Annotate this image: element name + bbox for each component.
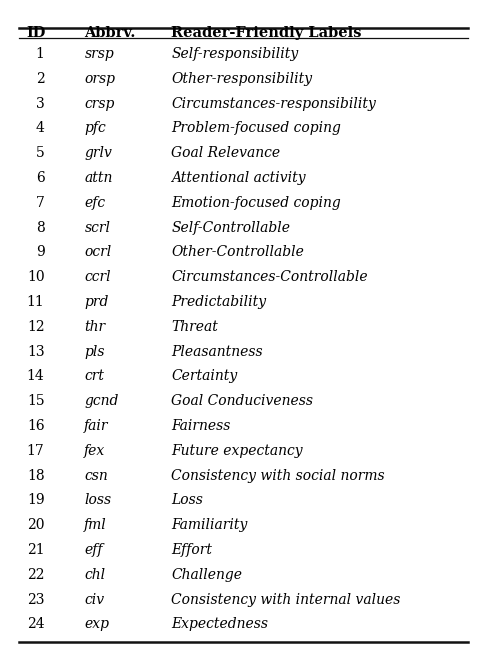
Text: Loss: Loss [171,493,203,507]
Text: Problem-focused coping: Problem-focused coping [171,122,341,135]
Text: 11: 11 [27,295,44,309]
Text: Effort: Effort [171,543,212,557]
Text: Abbrv.: Abbrv. [84,26,136,40]
Text: 13: 13 [27,345,44,359]
Text: thr: thr [84,320,106,334]
Text: Goal Relevance: Goal Relevance [171,146,280,160]
Text: prd: prd [84,295,109,309]
Text: Challenge: Challenge [171,568,242,582]
Text: 17: 17 [27,444,44,458]
Text: orsp: orsp [84,72,115,86]
Text: ccrl: ccrl [84,270,111,284]
Text: 6: 6 [36,171,44,185]
Text: fex: fex [84,444,106,458]
Text: loss: loss [84,493,111,507]
Text: chl: chl [84,568,106,582]
Text: 2: 2 [36,72,44,86]
Text: Expectedness: Expectedness [171,618,268,632]
Text: 24: 24 [27,618,44,632]
Text: 19: 19 [27,493,44,507]
Text: ID: ID [27,26,46,40]
Text: 4: 4 [36,122,44,135]
Text: Certainty: Certainty [171,370,237,384]
Text: srsp: srsp [84,47,114,61]
Text: scrl: scrl [84,220,110,235]
Text: Fairness: Fairness [171,419,230,433]
Text: Future expectancy: Future expectancy [171,444,303,458]
Text: Pleasantness: Pleasantness [171,345,263,359]
Text: 8: 8 [36,220,44,235]
Text: 9: 9 [36,245,44,259]
Text: crt: crt [84,370,104,384]
Text: fml: fml [84,518,107,532]
Text: csn: csn [84,468,108,482]
Text: 12: 12 [27,320,44,334]
Text: gcnd: gcnd [84,394,119,408]
Text: 3: 3 [36,97,44,111]
Text: 5: 5 [36,146,44,160]
Text: 18: 18 [27,468,44,482]
Text: fair: fair [84,419,109,433]
Text: 14: 14 [27,370,44,384]
Text: Other-Controllable: Other-Controllable [171,245,304,259]
Text: pfc: pfc [84,122,106,135]
Text: exp: exp [84,618,109,632]
Text: eff: eff [84,543,103,557]
Text: 10: 10 [27,270,44,284]
Text: Goal Conduciveness: Goal Conduciveness [171,394,313,408]
Text: 1: 1 [36,47,44,61]
Text: Attentional activity: Attentional activity [171,171,306,185]
Text: grlv: grlv [84,146,112,160]
Text: 16: 16 [27,419,44,433]
Text: Reader-Friendly Labels: Reader-Friendly Labels [171,26,362,40]
Text: Self-Controllable: Self-Controllable [171,220,290,235]
Text: 7: 7 [36,196,44,210]
Text: Circumstances-responsibility: Circumstances-responsibility [171,97,376,111]
Text: Consistency with internal values: Consistency with internal values [171,593,401,607]
Text: Threat: Threat [171,320,218,334]
Text: 21: 21 [27,543,44,557]
Text: Other-responsibility: Other-responsibility [171,72,312,86]
Text: Consistency with social norms: Consistency with social norms [171,468,385,482]
Text: pls: pls [84,345,105,359]
Text: 22: 22 [27,568,44,582]
Text: 15: 15 [27,394,44,408]
Text: crsp: crsp [84,97,115,111]
Text: ocrl: ocrl [84,245,112,259]
Text: Predictability: Predictability [171,295,266,309]
Text: civ: civ [84,593,105,607]
Text: attn: attn [84,171,113,185]
Text: 23: 23 [27,593,44,607]
Text: efc: efc [84,196,106,210]
Text: 20: 20 [27,518,44,532]
Text: Circumstances-Controllable: Circumstances-Controllable [171,270,368,284]
Text: Familiarity: Familiarity [171,518,247,532]
Text: Self-responsibility: Self-responsibility [171,47,298,61]
Text: Emotion-focused coping: Emotion-focused coping [171,196,341,210]
